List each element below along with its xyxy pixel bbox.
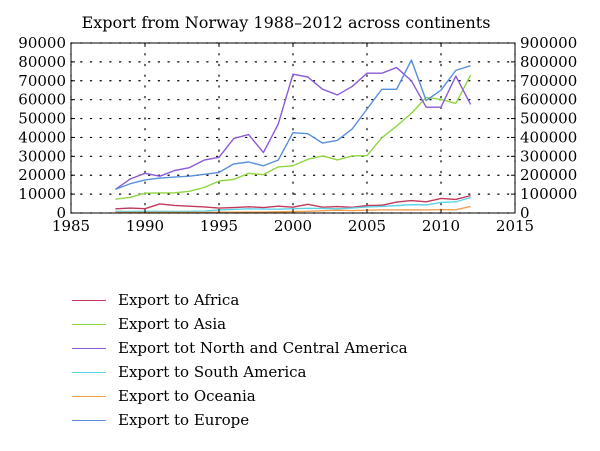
series-line-4 [115,196,471,213]
legend-swatch [72,419,106,421]
y-tick-label: 90000 [18,34,66,52]
y-tick-label: 40000 [18,128,66,146]
legend-label: Export to Asia [118,315,227,333]
y2-tick-label: 100000 [520,185,577,203]
y-tick-label: 0 [56,204,66,222]
y-tick-label: 20000 [18,166,66,184]
legend-item: Export to Europe [72,408,408,432]
legend-label: Export to Oceania [118,387,256,405]
x-tick-label: 1985 [52,217,90,235]
legend-item: Export to South America [72,360,408,384]
y-tick-label: 30000 [18,147,66,165]
legend-item: Export tot North and Central America [72,336,408,360]
series-line-3 [114,66,472,190]
x-tick-label: 2010 [422,217,460,235]
y-tick-label: 50000 [18,110,66,128]
y-tick-label: 70000 [18,72,66,90]
y2-tick-label: 700000 [520,72,577,90]
legend-label: Export tot North and Central America [118,339,408,357]
y2-tick-label: 200000 [520,166,577,184]
x-tick-label: 2015 [496,217,534,235]
y2-tick-label: 400000 [520,128,577,146]
y2-tick-label: 600000 [520,91,577,109]
legend-swatch [72,323,106,325]
x-tick-label: 2000 [274,217,312,235]
legend-swatch [72,371,106,373]
legend-swatch [72,299,106,301]
legend-swatch [72,347,106,349]
y2-tick-label: 900000 [520,34,577,52]
plot-area [114,59,472,214]
legend-label: Export to South America [118,363,307,381]
axes: 1985 1990 1995 2000 2005 2010 2015010000200003… [18,34,577,235]
series-line-6 [115,59,471,191]
y-tick-label: 10000 [18,185,66,203]
legend-swatch [72,395,106,397]
y-tick-label: 80000 [18,53,66,71]
legend-item: Export to Oceania [72,384,408,408]
x-tick-label: 1995 [200,217,238,235]
x-tick-label: 1990 [126,217,164,235]
y2-tick-label: 800000 [520,53,577,71]
legend-item: Export to Asia [72,312,408,336]
y2-tick-label: 500000 [520,110,577,128]
legend: Export to Africa Export to Asia Export tot… [72,288,408,432]
legend-label: Export to Africa [118,291,240,309]
y-tick-label: 60000 [18,91,66,109]
series-line-2 [115,74,472,200]
x-tick-label: 2005 [348,217,386,235]
y2-tick-label: 300000 [520,147,577,165]
y2-tick-label: 0 [520,204,530,222]
series-line-1 [115,194,471,210]
chart: Export from Norway 1988–2012 across cont… [18,13,577,235]
grid [70,42,516,214]
legend-label: Export to Europe [118,411,250,429]
chart-title: Export from Norway 1988–2012 across cont… [82,13,491,32]
legend-item: Export to Africa [72,288,408,312]
